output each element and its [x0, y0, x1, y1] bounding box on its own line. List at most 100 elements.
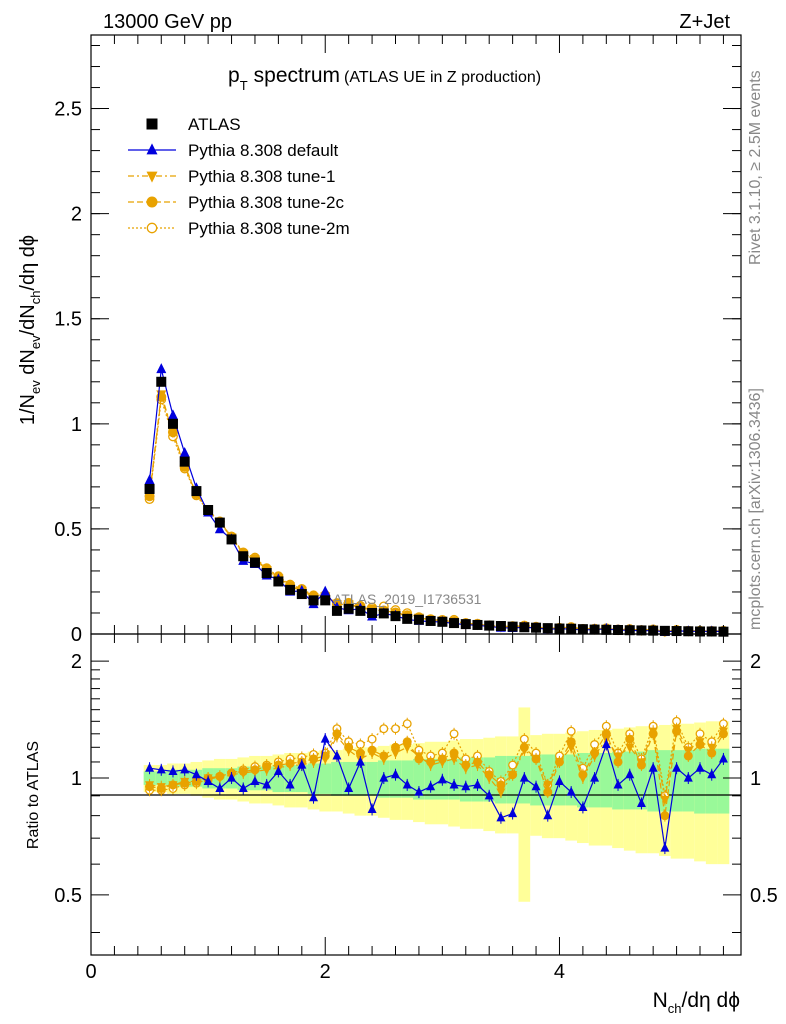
inner-band: [600, 753, 613, 808]
ratio-point: [484, 774, 494, 784]
y-tick-label: 1: [71, 414, 82, 436]
ratio-point: [554, 758, 564, 768]
ratio-point: [449, 729, 459, 739]
legend-marker: [146, 118, 158, 130]
data-point: [331, 605, 342, 616]
data-point: [308, 595, 319, 606]
ratio-point: [250, 767, 260, 777]
inner-band: [459, 757, 472, 802]
ratio-point: [402, 779, 412, 789]
data-point: [472, 619, 483, 630]
inner-band: [565, 754, 578, 806]
ratio-line: [149, 726, 724, 800]
ratio-point: [273, 766, 283, 776]
ratio-y-tick-label: 1: [71, 768, 82, 790]
ratio-point: [215, 774, 225, 784]
ratio-y-tick-label-right: 1: [750, 768, 761, 790]
data-point: [144, 474, 155, 485]
data-point: [402, 613, 413, 624]
y-tick-label: 1.5: [54, 309, 82, 331]
ratio-point: [168, 781, 178, 791]
ratio-point: [695, 762, 705, 772]
ratio-point: [309, 792, 319, 802]
ratio-point: [156, 764, 166, 774]
inner-band: [331, 761, 343, 796]
y-tick-label: 2.5: [54, 99, 82, 121]
data-point: [191, 486, 202, 497]
inner-band: [307, 763, 320, 794]
ratio-point: [262, 779, 272, 789]
data-point: [214, 517, 225, 528]
ratio-line: [149, 719, 724, 796]
data-point: [425, 615, 436, 626]
ratio-point: [332, 750, 342, 760]
ratio-point: [391, 769, 401, 779]
ratio-point: [227, 772, 237, 782]
ratio-point: [695, 738, 705, 748]
ratio-point: [238, 783, 248, 793]
ratio-point: [437, 758, 447, 768]
ratio-point: [238, 769, 248, 779]
ratio-point: [566, 726, 576, 736]
data-point: [226, 534, 237, 545]
ratio-point: [145, 762, 155, 772]
data-point: [566, 623, 577, 634]
x-tick-label: 0: [85, 961, 96, 983]
outer-band: [518, 707, 531, 902]
inner-band: [354, 761, 367, 796]
data-point: [706, 626, 717, 637]
ratio-point: [180, 777, 190, 787]
data-point: [495, 621, 506, 632]
inner-band: [272, 765, 285, 793]
ratio-point: [636, 798, 646, 808]
ratio-point: [344, 783, 354, 793]
ratio-point: [707, 743, 717, 753]
data-point: [238, 551, 249, 562]
y-tick-label: 2: [71, 204, 82, 226]
ratio-point: [683, 772, 693, 782]
data-point: [156, 376, 167, 387]
ratio-point: [566, 743, 576, 753]
ratio-point: [402, 719, 412, 729]
ratio-point: [472, 779, 482, 789]
ratio-point: [601, 739, 611, 749]
ratio-point: [414, 752, 424, 762]
y-axis-label: 1/Nev dNev/dNch/dη dϕ: [17, 235, 43, 425]
ratio-point: [718, 753, 728, 763]
legend-marker: [146, 222, 158, 234]
ratio-point: [250, 776, 260, 786]
ratio-point: [543, 781, 553, 791]
ratio-y-tick-label-right: 2: [750, 651, 761, 673]
y-tick-label: 0: [71, 624, 82, 646]
ratio-point: [156, 783, 166, 793]
ratio-point: [484, 790, 494, 800]
inner-band: [155, 771, 168, 785]
inner-band: [342, 761, 355, 796]
ratio-point: [672, 725, 682, 735]
analysis-watermark: ATLAS_2019_I1736531: [333, 591, 482, 607]
ratio-point: [262, 766, 272, 776]
ratio-point: [531, 755, 541, 765]
inner-band: [295, 765, 308, 793]
ratio-point: [613, 752, 623, 762]
data-point: [659, 625, 670, 636]
legend-label: Pythia 8.308 default: [188, 141, 339, 160]
ratio-point: [309, 758, 319, 768]
inner-band: [413, 758, 425, 800]
inner-band: [366, 761, 378, 796]
ratio-panel: 0.5 0.5 1 1 2 2 Ratio to ATLAS: [25, 633, 778, 956]
data-point: [261, 568, 272, 579]
data-point: [367, 607, 378, 618]
ratio-point: [566, 786, 576, 796]
data-point: [449, 618, 460, 629]
ratio-point: [543, 787, 553, 797]
data-point: [343, 603, 354, 614]
data-point: [437, 616, 448, 627]
ratio-point: [191, 769, 201, 779]
source-label: mcplots.cern.ch [arXiv:1306.3436]: [747, 388, 764, 630]
data-point: [413, 614, 424, 625]
ratio-point: [707, 769, 717, 779]
data-point: [167, 409, 178, 420]
ratio-point: [578, 774, 588, 784]
